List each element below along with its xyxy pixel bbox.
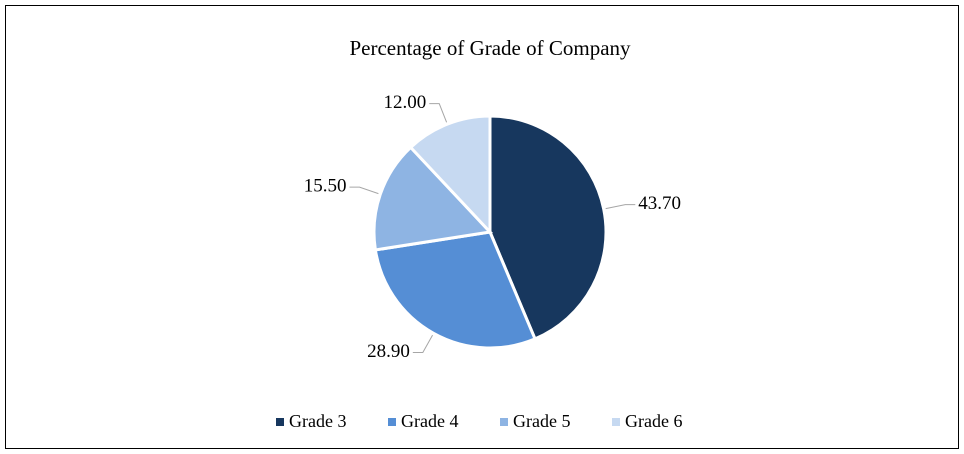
legend-swatch bbox=[276, 418, 284, 426]
data-label: 15.50 bbox=[304, 175, 347, 196]
legend-label: Grade 3 bbox=[289, 411, 346, 431]
leader-line bbox=[605, 204, 636, 210]
leader-line bbox=[429, 103, 448, 123]
legend-label: Grade 5 bbox=[513, 411, 570, 431]
pie-slice bbox=[373, 230, 537, 350]
legend-swatch bbox=[500, 418, 508, 426]
data-label: 12.00 bbox=[383, 92, 426, 113]
data-label: 28.90 bbox=[367, 341, 410, 362]
legend-label: Grade 4 bbox=[401, 411, 458, 431]
pie-slice bbox=[408, 114, 492, 236]
chart-title: Percentage of Grade of Company bbox=[349, 36, 631, 60]
pie-slice bbox=[488, 114, 608, 341]
legend-swatch bbox=[388, 418, 396, 426]
pie-slice bbox=[372, 145, 494, 252]
data-label: 43.70 bbox=[638, 193, 681, 214]
leader-line bbox=[349, 186, 379, 195]
legend-swatch bbox=[612, 418, 620, 426]
legend-label: Grade 6 bbox=[625, 411, 682, 431]
leader-line bbox=[412, 334, 433, 354]
